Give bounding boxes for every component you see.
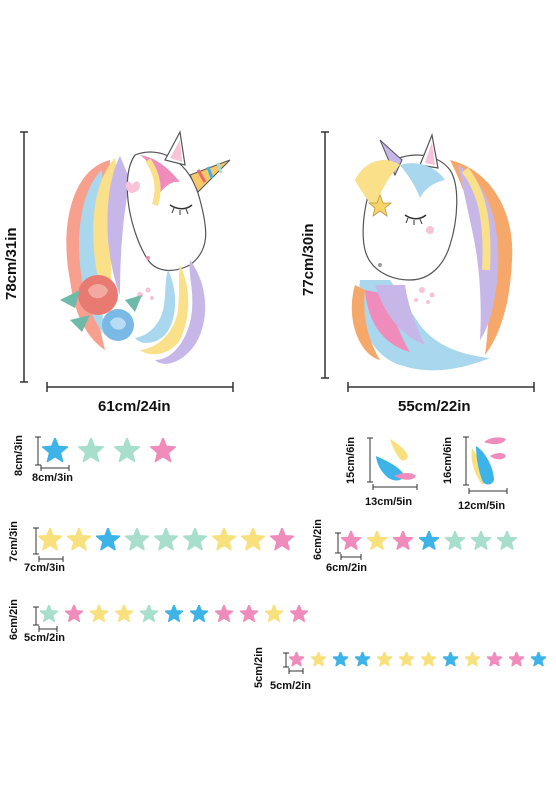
star-blue	[531, 652, 546, 667]
star-blue	[333, 652, 348, 667]
drops-15-illustration	[372, 436, 422, 491]
star-set-5-width-line	[288, 668, 304, 674]
star-pink	[509, 652, 524, 667]
star-yellow	[241, 528, 265, 551]
star-mint	[154, 528, 178, 551]
star-yellow	[399, 652, 414, 667]
star-blue	[355, 652, 370, 667]
star-mint	[78, 438, 104, 463]
star-set-5-height-label: 5cm/2in	[253, 647, 265, 688]
drops-15-width-line	[372, 484, 418, 490]
star-blue	[190, 605, 208, 623]
star-set-7-width-line	[38, 556, 64, 562]
drops-16-width-line	[468, 488, 508, 494]
star-mint	[140, 605, 158, 623]
star-pink	[215, 605, 233, 623]
star-blue	[96, 528, 120, 551]
star-mint	[471, 531, 491, 550]
star-set-6b-width-line	[38, 626, 58, 632]
star-set-8-width-label: 8cm/3in	[32, 472, 73, 484]
star-pink	[150, 438, 176, 463]
star-yellow	[465, 652, 480, 667]
star-blue	[165, 605, 183, 623]
left-unicorn-illustration	[40, 120, 240, 385]
star-pink	[240, 605, 258, 623]
star-set-6b-height-label: 6cm/2in	[8, 599, 20, 640]
star-yellow	[115, 605, 133, 623]
star-pink	[487, 652, 502, 667]
star-mint	[125, 528, 149, 551]
star-set-5-height-line	[283, 652, 289, 668]
star-yellow	[265, 605, 283, 623]
star-set-7-height-line	[33, 527, 39, 555]
left-unicorn-width-label: 61cm/24in	[98, 398, 171, 415]
drops-15-height-line	[367, 437, 373, 483]
star-yellow	[311, 652, 326, 667]
star-set-6a-width-line	[340, 554, 362, 560]
star-set-8-height-line	[35, 436, 41, 466]
drops-15-height-label: 15cm/6in	[345, 436, 357, 484]
left-unicorn-height-label: 78cm/31in	[3, 227, 20, 300]
drops-16-illustration	[468, 434, 518, 493]
star-blue	[419, 531, 439, 550]
star-yellow	[67, 528, 91, 551]
left-width-line	[45, 382, 235, 392]
star-pink	[65, 605, 83, 623]
star-set-6a-width-label: 6cm/2in	[326, 562, 367, 574]
star-set-8-height-label: 8cm/3in	[13, 435, 25, 476]
drops-16-height-line	[463, 436, 469, 486]
right-unicorn-width-label: 55cm/22in	[398, 398, 471, 415]
star-pink	[393, 531, 413, 550]
drops-16-height-label: 16cm/6in	[442, 436, 454, 484]
star-set-6b-width-label: 5cm/2in	[24, 632, 65, 644]
star-yellow	[90, 605, 108, 623]
star-set-8-width-line	[40, 465, 70, 471]
star-blue	[42, 438, 68, 463]
drops-16-width-label: 12cm/5in	[458, 500, 506, 512]
star-pink	[270, 528, 294, 551]
star-mint	[497, 531, 517, 550]
right-width-line	[346, 382, 536, 392]
star-set-7-width-label: 7cm/3in	[24, 562, 65, 574]
star-set-6a-height-label: 6cm/2in	[312, 519, 324, 560]
star-mint	[40, 605, 58, 623]
star-yellow	[377, 652, 392, 667]
star-set-6a-height-line	[335, 532, 341, 554]
star-set-6b-height-line	[33, 606, 39, 626]
star-pink	[341, 531, 361, 550]
star-yellow	[421, 652, 436, 667]
star-pink	[289, 652, 304, 667]
right-height-line	[321, 130, 329, 380]
star-mint	[114, 438, 140, 463]
star-set-7-height-label: 7cm/3in	[8, 521, 20, 562]
right-unicorn-height-label: 77cm/30in	[300, 223, 317, 296]
right-unicorn-illustration	[340, 120, 530, 385]
drops-15-width-label: 13cm/5in	[365, 496, 413, 508]
star-pink	[290, 605, 308, 623]
left-height-line	[20, 130, 28, 384]
star-yellow	[212, 528, 236, 551]
star-set-5-width-label: 5cm/2in	[270, 680, 311, 692]
star-yellow	[367, 531, 387, 550]
star-mint	[445, 531, 465, 550]
star-blue	[443, 652, 458, 667]
star-mint	[183, 528, 207, 551]
star-yellow	[38, 528, 62, 551]
